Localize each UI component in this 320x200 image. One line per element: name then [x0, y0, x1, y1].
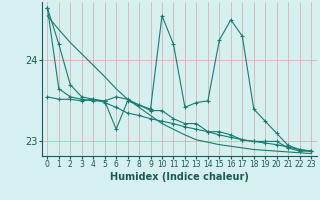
- X-axis label: Humidex (Indice chaleur): Humidex (Indice chaleur): [110, 172, 249, 182]
